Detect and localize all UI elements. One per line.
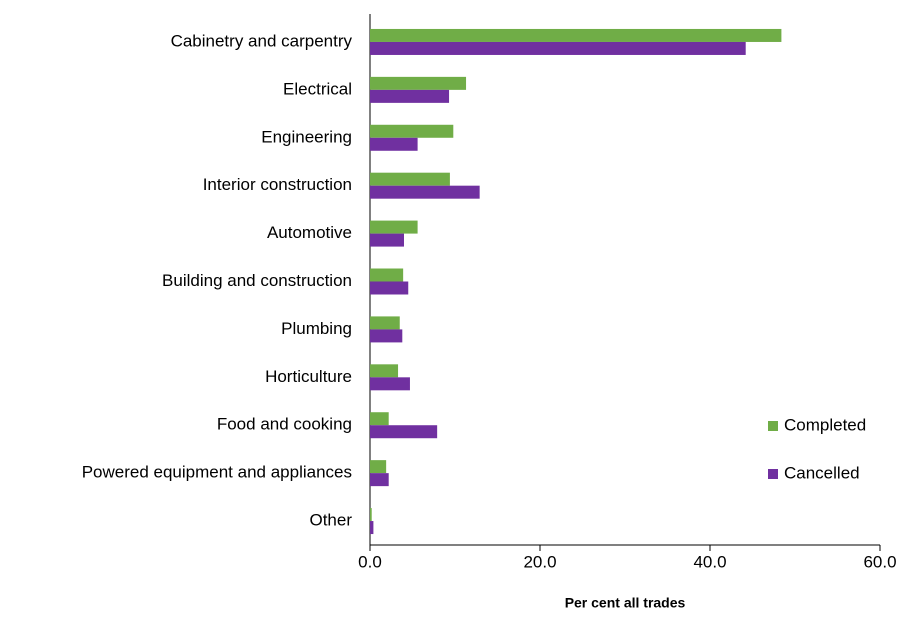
bar — [370, 172, 450, 186]
y-tick-label: Automotive — [267, 223, 352, 242]
bar — [370, 364, 399, 378]
bar — [370, 508, 372, 522]
y-tick-label: Electrical — [283, 79, 352, 98]
y-tick-label: Building and construction — [162, 271, 352, 290]
bar — [370, 377, 410, 391]
bar — [370, 460, 387, 474]
x-tick-label: 40.0 — [693, 552, 726, 571]
bar — [370, 425, 438, 439]
legend-label: Cancelled — [784, 463, 860, 482]
bar — [370, 233, 404, 247]
bar — [370, 329, 403, 343]
bar — [370, 281, 409, 295]
bar — [370, 124, 454, 138]
bar — [370, 76, 467, 90]
y-tick-label: Interior construction — [203, 175, 352, 194]
y-tick-label: Engineering — [261, 127, 352, 146]
y-tick-label: Plumbing — [281, 319, 352, 338]
x-tick-label: 0.0 — [358, 552, 382, 571]
bar — [370, 412, 389, 426]
legend-label: Completed — [784, 415, 866, 434]
bar — [370, 521, 374, 535]
x-tick-label: 20.0 — [523, 552, 556, 571]
y-tick-label: Food and cooking — [217, 415, 352, 434]
bar — [370, 220, 418, 234]
x-tick-label: 60.0 — [863, 552, 896, 571]
legend-swatch — [768, 421, 778, 431]
bar — [370, 89, 450, 103]
bar — [370, 41, 746, 55]
bar — [370, 473, 389, 487]
bar — [370, 28, 782, 42]
legend-swatch — [768, 469, 778, 479]
y-tick-label: Cabinetry and carpentry — [171, 31, 353, 50]
y-tick-label: Powered equipment and appliances — [82, 463, 352, 482]
bar — [370, 185, 480, 199]
bar — [370, 137, 418, 151]
x-axis-title: Per cent all trades — [565, 595, 686, 611]
y-tick-label: Other — [309, 511, 352, 530]
bar — [370, 316, 400, 330]
y-tick-label: Horticulture — [265, 367, 352, 386]
bar — [370, 268, 404, 282]
